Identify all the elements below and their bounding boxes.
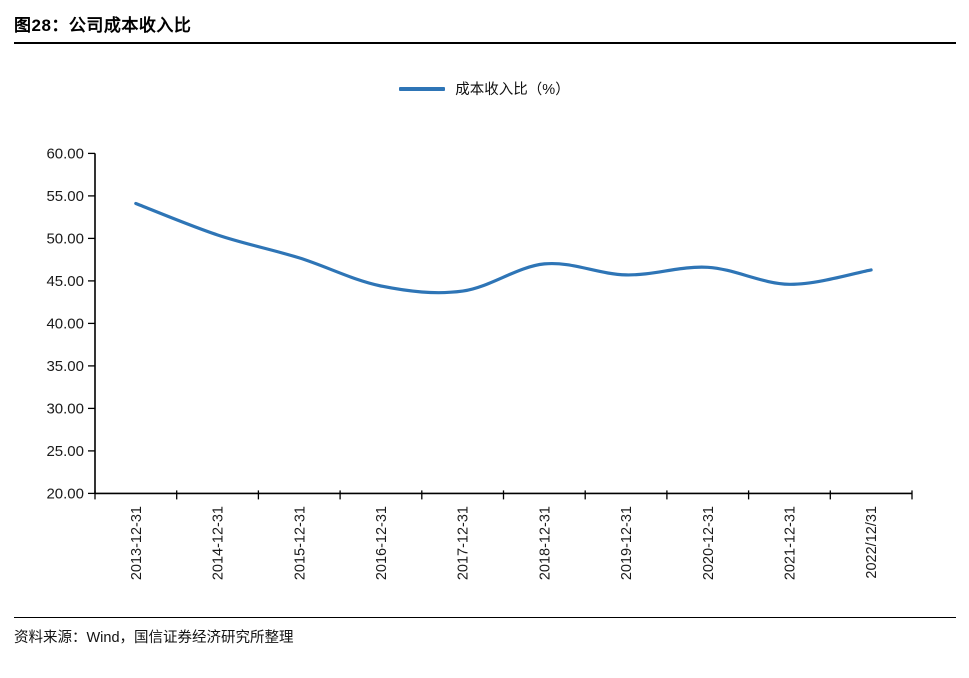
x-tick-label: 2016-12-31 bbox=[374, 506, 390, 580]
x-tick-label: 2015-12-31 bbox=[292, 506, 308, 580]
x-tick-label: 2021-12-31 bbox=[782, 506, 798, 580]
legend-series-label: 成本收入比（%） bbox=[455, 82, 570, 98]
x-tick-label: 2017-12-31 bbox=[456, 506, 472, 580]
legend-line-swatch bbox=[399, 86, 446, 91]
y-tick-label: 40.00 bbox=[46, 315, 84, 332]
chart-legend: 成本收入比（%） bbox=[0, 78, 969, 99]
series-line-cost-income-ratio bbox=[134, 201, 873, 295]
y-tick-label: 45.00 bbox=[46, 273, 84, 290]
x-tick-label: 2018-12-31 bbox=[537, 506, 553, 580]
figure-title: 图28：公司成本收入比 bbox=[14, 16, 192, 35]
y-tick-label: 60.00 bbox=[46, 145, 84, 162]
y-tick-label: 20.00 bbox=[46, 485, 84, 502]
cost-income-ratio-chart: 60.00 55.00 50.00 45.00 40.00 35.00 30.00 25.00… bbox=[46, 145, 913, 580]
y-tick-label: 35.00 bbox=[46, 358, 84, 375]
y-tick-label: 30.00 bbox=[46, 400, 84, 417]
y-tick-label: 25.00 bbox=[46, 443, 84, 460]
x-tick-label: 2020-12-31 bbox=[701, 506, 717, 580]
x-tick-label: 2019-12-31 bbox=[619, 506, 635, 580]
x-tick-label: 2022/12/31 bbox=[864, 506, 880, 579]
source-note: 资料来源：Wind，国信证券经济研究所整理 bbox=[14, 630, 294, 646]
y-tick-label: 50.00 bbox=[46, 230, 84, 247]
x-tick-label: 2014-12-31 bbox=[211, 506, 227, 580]
footer-divider bbox=[14, 617, 956, 618]
y-tick-label: 55.00 bbox=[46, 188, 84, 205]
x-tick-label: 2013-12-31 bbox=[129, 506, 145, 580]
title-divider bbox=[14, 42, 956, 44]
